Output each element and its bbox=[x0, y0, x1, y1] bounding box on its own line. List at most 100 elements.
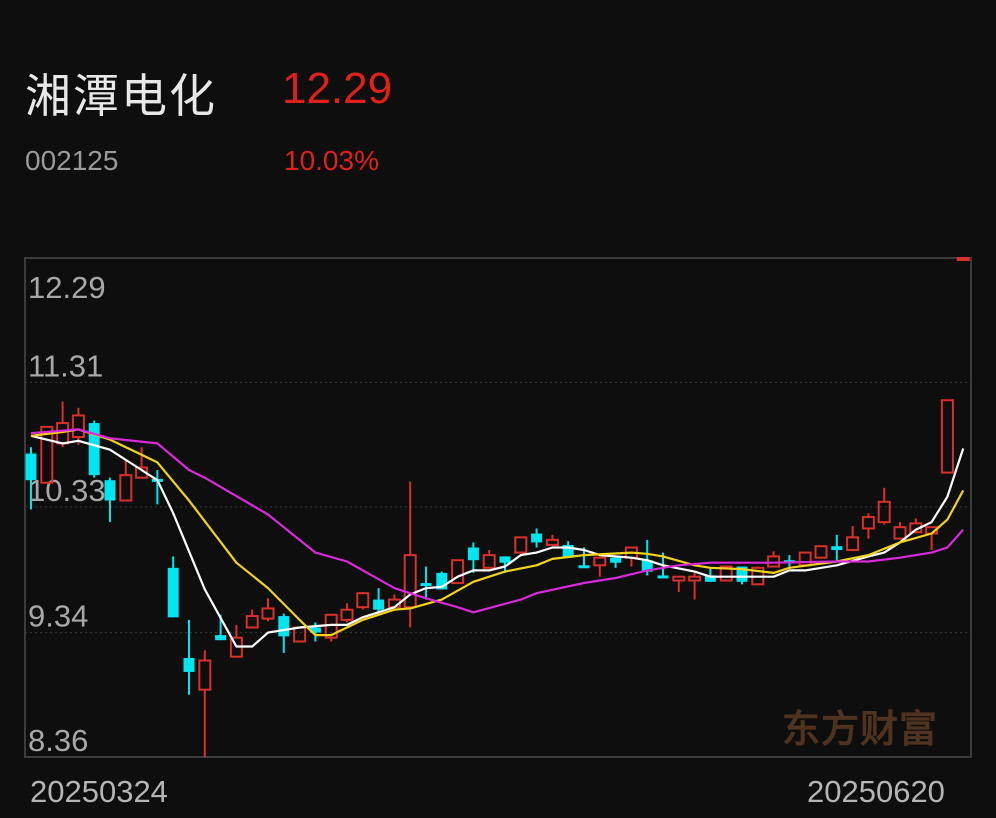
candle-body bbox=[831, 546, 843, 551]
stock-code: 002125 bbox=[25, 145, 119, 176]
candle-body bbox=[215, 635, 227, 641]
x-end-label: 20250620 bbox=[807, 774, 945, 809]
candle-body bbox=[451, 559, 465, 585]
candle-body bbox=[893, 526, 907, 540]
candle-body bbox=[25, 453, 37, 481]
candle bbox=[767, 551, 781, 568]
y-tick-label: 8.36 bbox=[28, 723, 88, 758]
candle bbox=[261, 598, 275, 622]
candle bbox=[545, 534, 559, 546]
candle bbox=[324, 613, 338, 642]
candle bbox=[119, 459, 133, 502]
candle bbox=[610, 557, 622, 568]
candle bbox=[373, 588, 385, 613]
candle-body bbox=[814, 545, 828, 559]
candle bbox=[293, 626, 307, 643]
candle-body bbox=[71, 414, 85, 439]
y-tick-label: 9.34 bbox=[28, 599, 88, 634]
stock-name: 湘潭电化 bbox=[25, 69, 217, 123]
candle bbox=[861, 513, 875, 539]
candle-body bbox=[736, 566, 748, 582]
candle bbox=[451, 559, 465, 585]
chart-frame bbox=[24, 257, 972, 758]
candle-body bbox=[531, 533, 543, 543]
candle-body bbox=[340, 608, 354, 621]
y-tick-label: 11.31 bbox=[28, 348, 103, 383]
candle-body bbox=[672, 575, 686, 582]
candle-body bbox=[641, 560, 653, 572]
candle bbox=[245, 609, 259, 629]
candle-body bbox=[88, 423, 100, 476]
candle bbox=[198, 650, 212, 757]
candle bbox=[831, 534, 843, 562]
candle bbox=[71, 407, 85, 445]
candle bbox=[499, 556, 511, 573]
candle-body bbox=[467, 547, 479, 561]
watermark-logo: 东方财富 bbox=[782, 706, 939, 751]
candle bbox=[531, 528, 543, 548]
candle bbox=[40, 425, 54, 484]
candle bbox=[356, 591, 370, 610]
moving-average-line bbox=[30, 428, 965, 637]
moving-average-line bbox=[30, 428, 965, 614]
x-start-label: 20250324 bbox=[30, 774, 168, 809]
candle-body bbox=[183, 657, 195, 672]
candle-body bbox=[704, 575, 716, 582]
candle bbox=[467, 542, 479, 573]
candle-body bbox=[278, 616, 290, 637]
candle-body bbox=[40, 425, 54, 484]
candle-body bbox=[877, 500, 891, 524]
candle bbox=[403, 481, 417, 628]
candle bbox=[278, 613, 290, 653]
candle-body bbox=[104, 480, 116, 501]
candle bbox=[672, 575, 686, 592]
candle-body bbox=[403, 554, 417, 609]
candle bbox=[688, 572, 702, 600]
candle-body bbox=[499, 556, 511, 563]
candle-body bbox=[956, 257, 970, 261]
candle-body bbox=[593, 556, 607, 567]
candle-body bbox=[610, 557, 622, 563]
candle bbox=[877, 487, 891, 525]
candle-body bbox=[198, 659, 212, 691]
candle-body bbox=[261, 607, 275, 620]
candle-body bbox=[436, 572, 448, 590]
candle bbox=[846, 525, 860, 552]
candle bbox=[88, 420, 100, 478]
candle-body bbox=[861, 516, 875, 530]
candle-body bbox=[420, 583, 432, 587]
candle-body bbox=[657, 575, 669, 579]
candle-body bbox=[356, 592, 370, 609]
candle bbox=[482, 550, 496, 569]
candle-body bbox=[167, 567, 179, 618]
candle bbox=[420, 566, 432, 600]
candle bbox=[893, 522, 907, 540]
candle bbox=[514, 536, 528, 554]
candle bbox=[940, 399, 954, 474]
moving-average-line bbox=[30, 434, 965, 648]
candle-body bbox=[940, 399, 954, 474]
candle bbox=[25, 447, 37, 510]
candle bbox=[183, 619, 195, 695]
candle-body bbox=[688, 575, 702, 582]
candle bbox=[340, 603, 354, 623]
candle bbox=[104, 477, 116, 523]
last-price: 12.29 bbox=[282, 64, 393, 113]
candle bbox=[814, 545, 828, 559]
candle bbox=[956, 257, 970, 261]
candle-body bbox=[767, 555, 781, 568]
candle-body bbox=[514, 536, 528, 554]
candle bbox=[798, 551, 812, 567]
candle-body bbox=[482, 554, 496, 569]
candle bbox=[167, 556, 179, 618]
candle-body bbox=[798, 551, 812, 567]
candle-body bbox=[578, 565, 590, 569]
candle-body bbox=[309, 627, 321, 633]
candle bbox=[704, 567, 716, 582]
candle-body bbox=[719, 565, 733, 582]
candle-body bbox=[245, 615, 259, 629]
candle bbox=[719, 565, 733, 582]
candle bbox=[751, 566, 765, 586]
change-percent: 10.03% bbox=[284, 145, 379, 176]
